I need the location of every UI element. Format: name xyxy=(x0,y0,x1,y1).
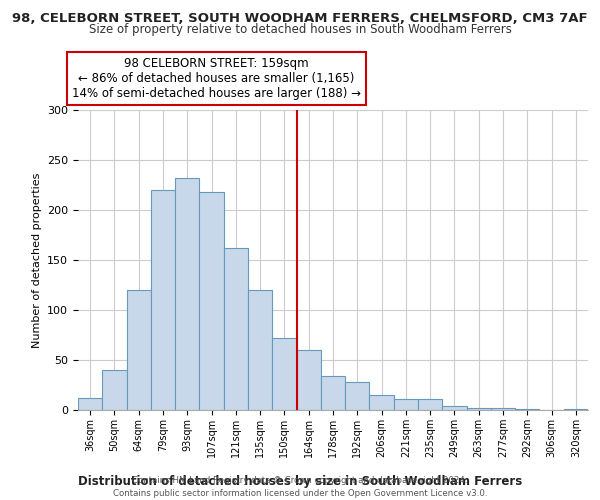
Bar xyxy=(321,376,345,410)
Bar xyxy=(127,290,151,410)
Bar xyxy=(199,192,224,410)
Bar xyxy=(175,178,199,410)
Text: Size of property relative to detached houses in South Woodham Ferrers: Size of property relative to detached ho… xyxy=(89,22,511,36)
Text: 98 CELEBORN STREET: 159sqm
← 86% of detached houses are smaller (1,165)
14% of s: 98 CELEBORN STREET: 159sqm ← 86% of deta… xyxy=(72,57,361,100)
Bar xyxy=(345,382,370,410)
Text: Contains HM Land Registry data © Crown copyright and database right 2024.
Contai: Contains HM Land Registry data © Crown c… xyxy=(113,476,487,498)
Bar xyxy=(491,408,515,410)
Bar xyxy=(418,399,442,410)
Bar xyxy=(467,408,491,410)
Bar xyxy=(272,338,296,410)
Text: 98, CELEBORN STREET, SOUTH WOODHAM FERRERS, CHELMSFORD, CM3 7AF: 98, CELEBORN STREET, SOUTH WOODHAM FERRE… xyxy=(12,12,588,26)
Y-axis label: Number of detached properties: Number of detached properties xyxy=(32,172,41,348)
Bar xyxy=(515,409,539,410)
Bar xyxy=(102,370,127,410)
Bar xyxy=(151,190,175,410)
Bar xyxy=(564,409,588,410)
Bar xyxy=(370,395,394,410)
Bar xyxy=(224,248,248,410)
Bar xyxy=(394,399,418,410)
Bar xyxy=(248,290,272,410)
Bar xyxy=(78,398,102,410)
Bar xyxy=(442,406,467,410)
Text: Distribution of detached houses by size in South Woodham Ferrers: Distribution of detached houses by size … xyxy=(78,474,522,488)
Bar xyxy=(296,350,321,410)
